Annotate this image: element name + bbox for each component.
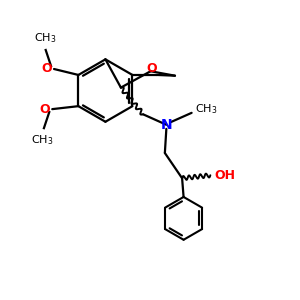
Text: N: N [160, 118, 172, 132]
Text: OH: OH [214, 169, 235, 182]
Text: O: O [39, 103, 50, 116]
Text: O: O [146, 62, 157, 75]
Text: CH$_3$: CH$_3$ [34, 32, 56, 45]
Text: CH$_3$: CH$_3$ [31, 134, 54, 147]
Text: CH$_3$: CH$_3$ [196, 102, 218, 116]
Text: O: O [41, 62, 52, 75]
